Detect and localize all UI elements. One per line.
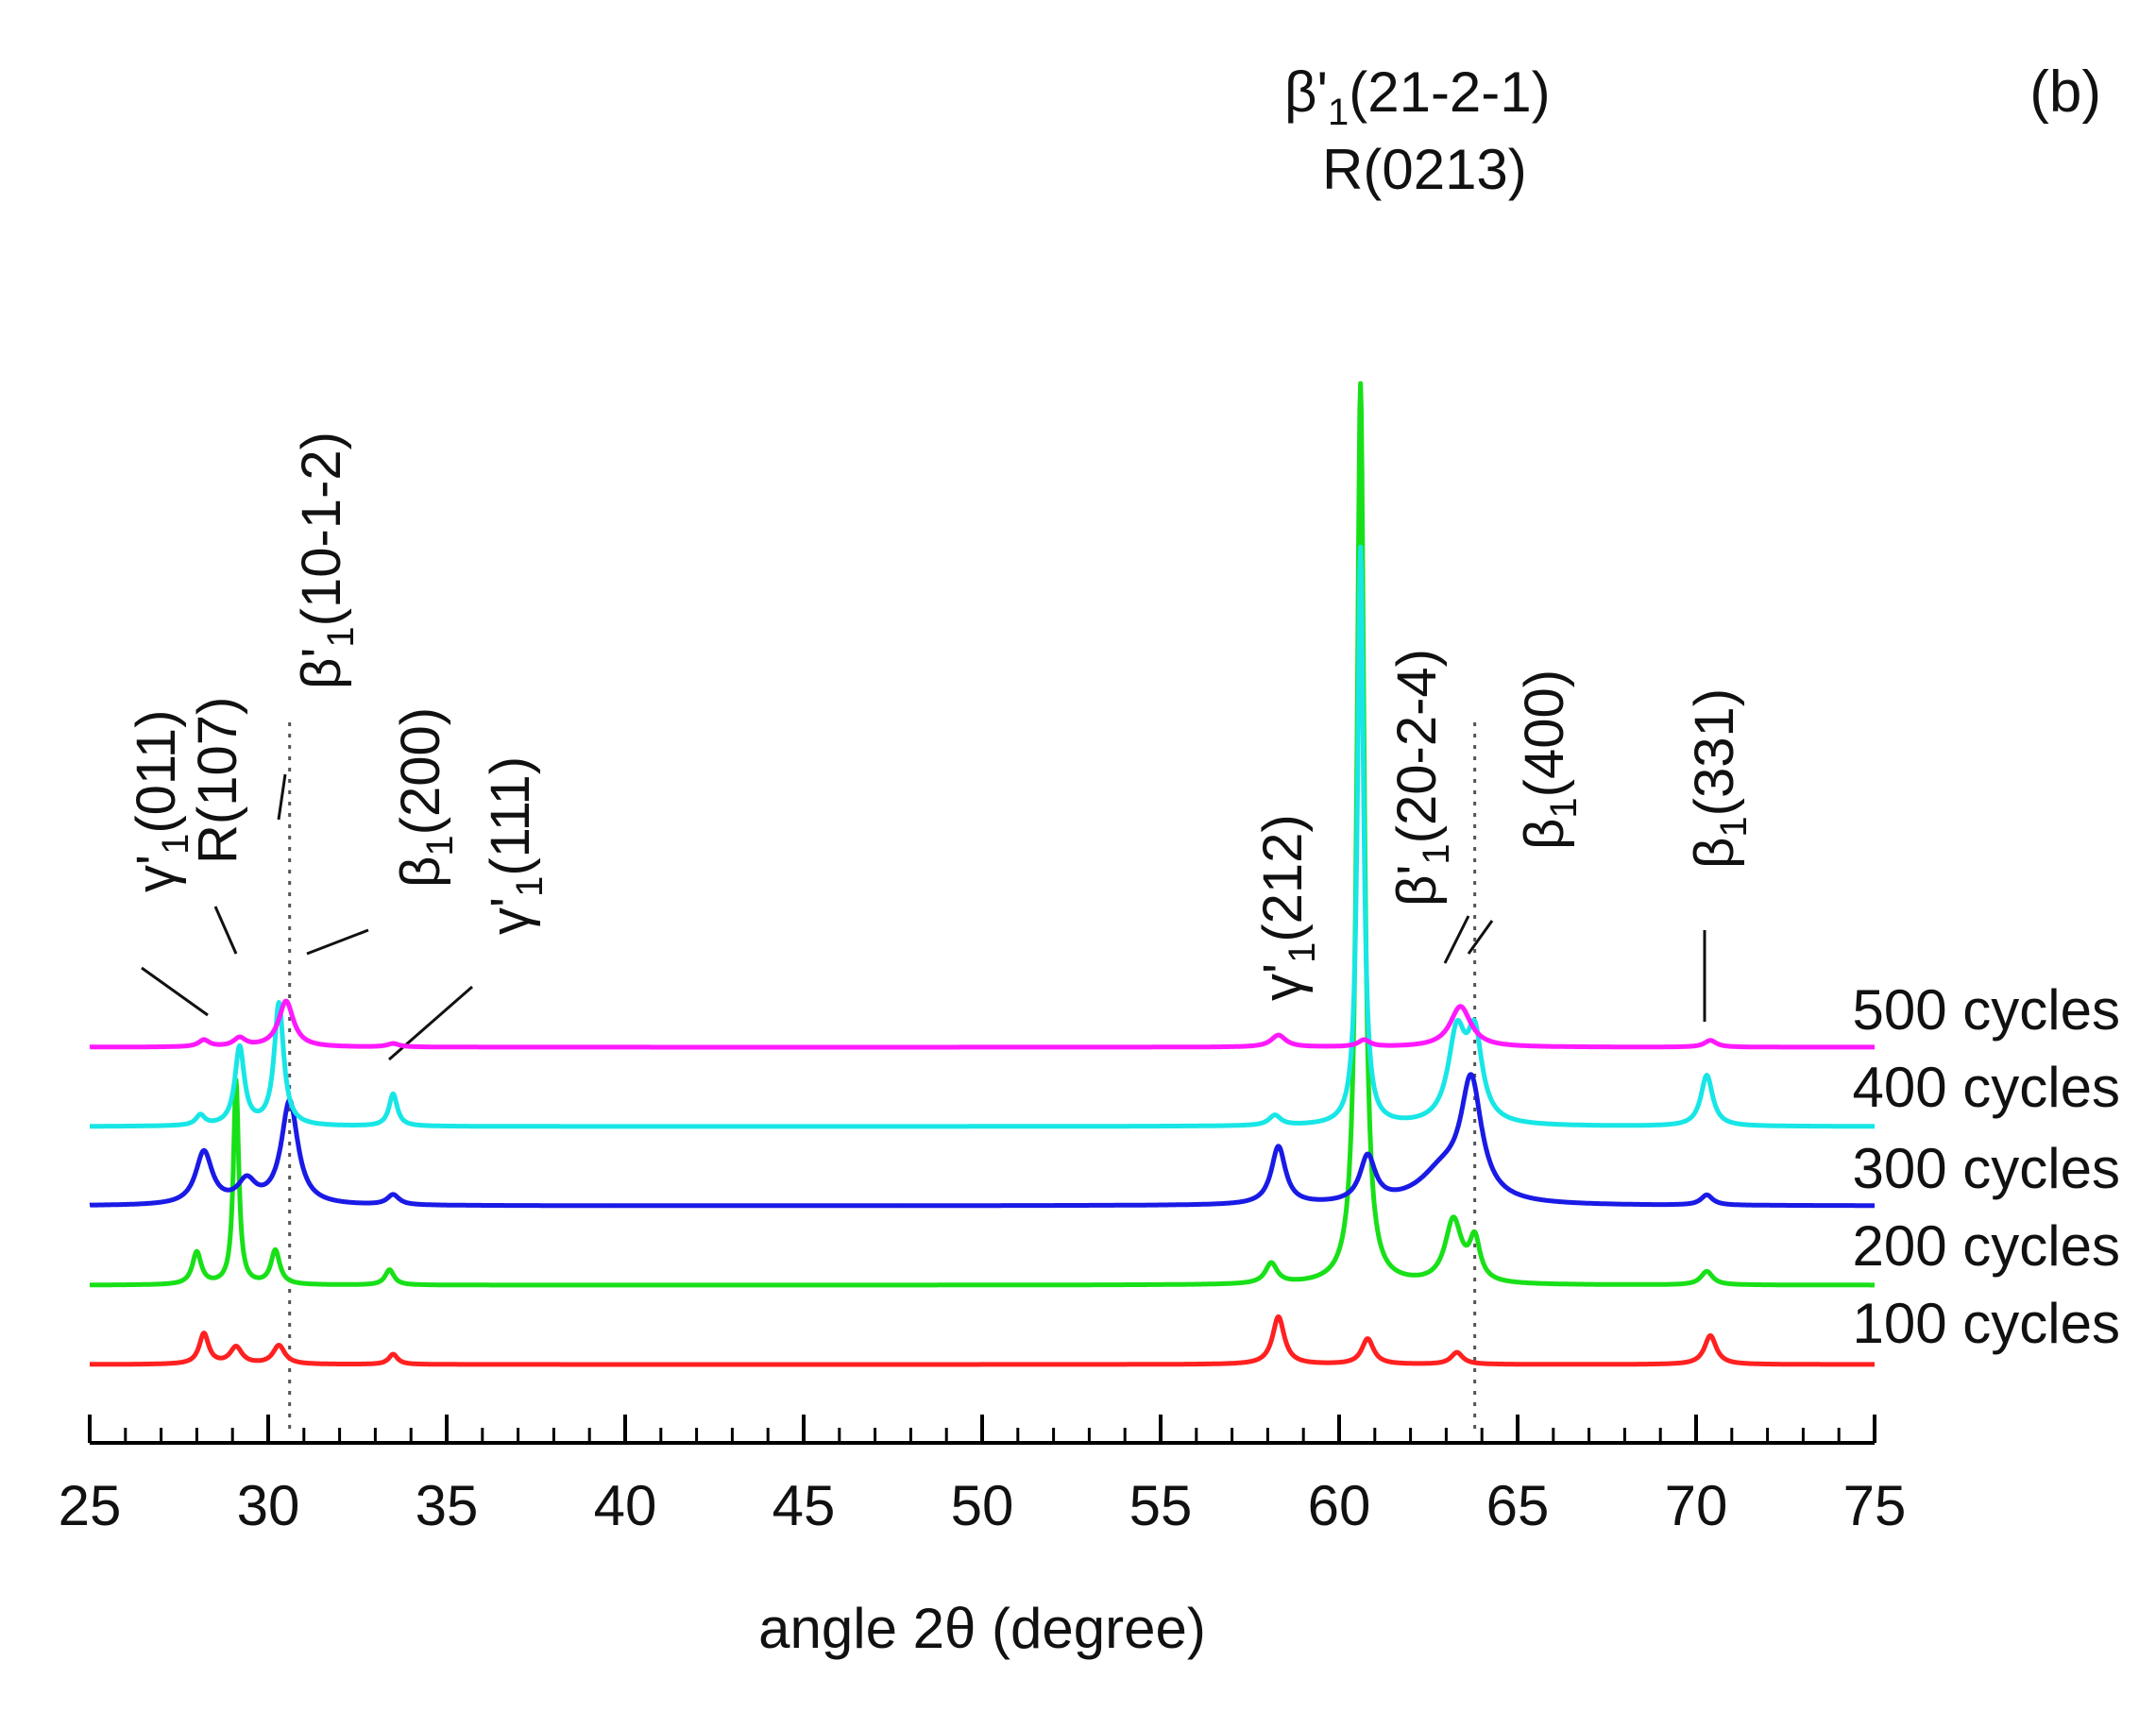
x-tick-label: 40 — [594, 1474, 657, 1537]
x-tick-label: 65 — [1486, 1474, 1550, 1537]
series-line-400-cycles — [88, 544, 1876, 1129]
legend-100-cycles: 100 cycles — [1853, 1292, 2120, 1355]
x-axis: 25 30 35 40 45 50 55 60 65 70 75 — [59, 1415, 1907, 1537]
x-tick-label: 60 — [1308, 1474, 1371, 1537]
annotation-gamma-111: γ'1(111) — [480, 756, 551, 935]
legend-200-cycles: 200 cycles — [1853, 1214, 2120, 1278]
annotation-leader — [306, 928, 369, 956]
x-tick-label: 55 — [1129, 1474, 1193, 1537]
annotation-leader — [1467, 920, 1494, 955]
reference-lines — [288, 722, 1477, 1433]
annotation-beta-10-1-2: β'1(10-1-2) — [291, 432, 362, 689]
x-tick-label: 35 — [416, 1474, 479, 1537]
x-tick-label: 25 — [59, 1474, 122, 1537]
annotation-leader — [277, 773, 287, 821]
annotation-beta-20-2-4: β'1(20-2-4) — [1386, 649, 1457, 907]
annotation-beta-200: β1(200) — [390, 707, 461, 888]
annotation-beta-21-2-1: β'1(21-2-1) — [1284, 60, 1551, 133]
annotation-beta-331: β1(331) — [1684, 688, 1755, 869]
annotation-r-107: R(107) — [187, 697, 248, 864]
annotation-leader — [141, 966, 209, 1017]
annotation-leader — [1443, 915, 1470, 964]
annotation-gamma-011: γ'1(011) — [126, 710, 196, 892]
annotation-beta-400: β1(400) — [1514, 670, 1585, 850]
series-traces — [88, 381, 1876, 1367]
x-tick-label: 75 — [1843, 1474, 1907, 1537]
annotation-r-0213: R(0213) — [1322, 138, 1527, 201]
series-line-500-cycles — [88, 998, 1876, 1050]
x-tick-label: 70 — [1665, 1474, 1728, 1537]
x-axis-label: angle 2θ (degree) — [758, 1597, 1206, 1660]
x-tick-label: 50 — [951, 1474, 1014, 1537]
legend-400-cycles: 400 cycles — [1853, 1056, 2120, 1119]
x-tick-label: 45 — [772, 1474, 836, 1537]
annotation-leader — [213, 906, 238, 955]
x-tick-label: 30 — [237, 1474, 300, 1537]
annotation-gamma-212: γ'1(212) — [1252, 814, 1323, 1001]
series-line-100-cycles — [88, 1314, 1876, 1367]
series-line-200-cycles — [88, 381, 1876, 1288]
series-line-300-cycles — [88, 1072, 1876, 1209]
panel-label: (b) — [2029, 59, 2101, 125]
legend-300-cycles: 300 cycles — [1853, 1137, 2120, 1200]
legend-500-cycles: 500 cycles — [1853, 978, 2120, 1042]
